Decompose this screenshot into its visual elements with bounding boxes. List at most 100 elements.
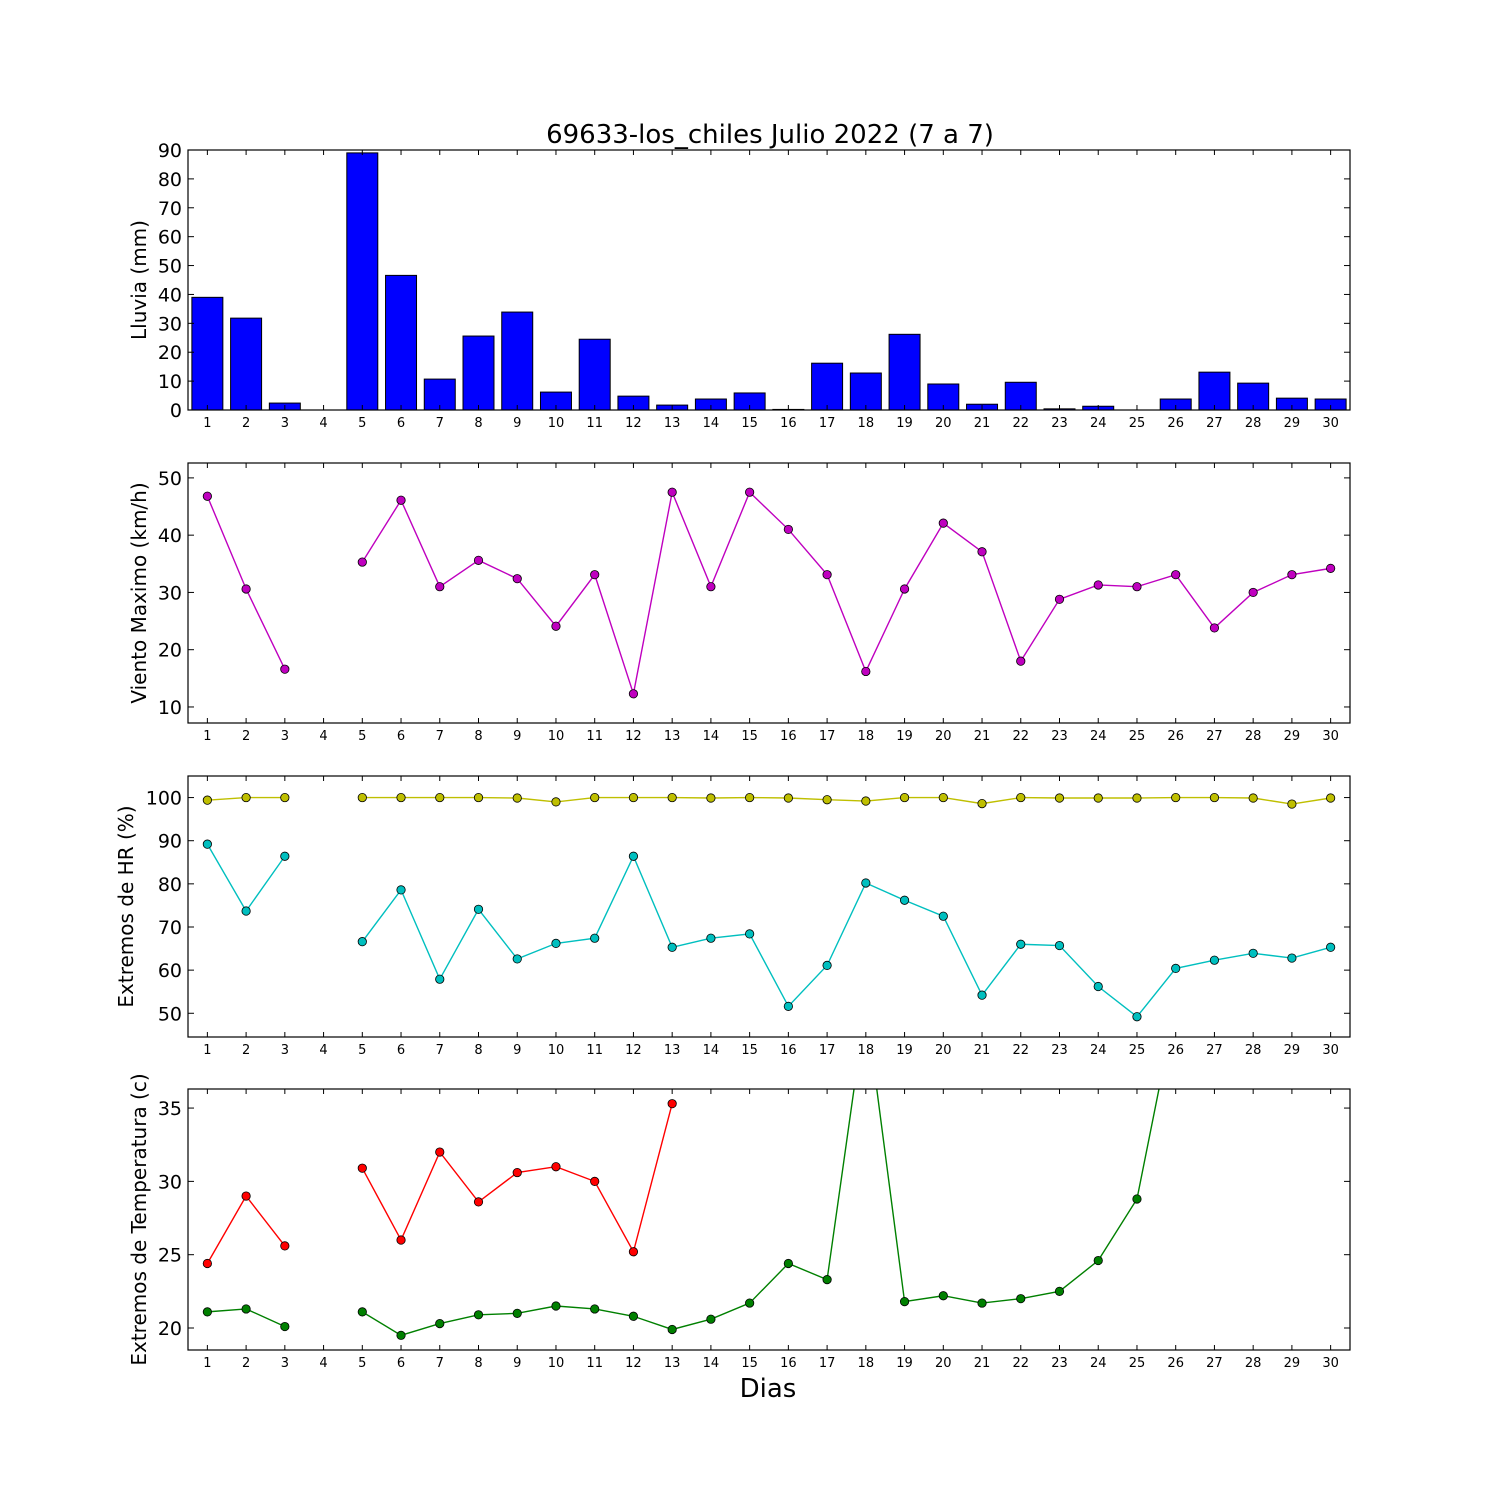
point-humedad-1-day-19	[899, 895, 910, 905]
x-tick-label-lluvia-13: 13	[664, 416, 681, 431]
x-tick-label-lluvia-4: 4	[319, 416, 327, 431]
point-viento-0-day-12	[628, 689, 639, 699]
x-tick-label-lluvia-2: 2	[242, 416, 250, 431]
x-tick-label-viento-4: 4	[319, 729, 327, 744]
x-tick-label-lluvia-3: 3	[281, 416, 289, 431]
x-tick-label-humedad-10: 10	[548, 1043, 565, 1058]
y-tick-label-lluvia-60: 60	[158, 227, 182, 249]
point-humedad-1-day-25	[1132, 1012, 1142, 1022]
point-humedad-0-day-19	[899, 792, 910, 803]
bar-day-9	[501, 311, 534, 410]
x-tick-label-lluvia-1: 1	[203, 416, 211, 431]
point-temperatura-1-day-3	[280, 1321, 290, 1332]
x-tick-label-temperatura-19: 19	[896, 1356, 913, 1371]
x-tick-label-viento-17: 17	[819, 729, 836, 744]
y-tick-label-temperatura-25: 25	[158, 1245, 182, 1267]
bar-day-11	[578, 338, 611, 410]
point-temperatura-0-day-8	[473, 1197, 484, 1207]
x-tick-label-humedad-16: 16	[780, 1043, 797, 1058]
point-temperatura-1-day-11	[590, 1304, 600, 1314]
x-tick-label-humedad-27: 27	[1206, 1043, 1223, 1058]
point-humedad-0-day-17	[822, 795, 832, 805]
y-tick-label-viento-30: 30	[158, 582, 182, 604]
x-tick-label-lluvia-23: 23	[1051, 416, 1068, 431]
point-humedad-1-day-21	[977, 990, 987, 1000]
point-humedad-0-day-12	[628, 792, 639, 803]
panel-temperatura: 1 2 3 4 5 6 7 8 9 10 11 12 13 14 15 16 17 18 19 20 21 22 23 24 2…	[127, 1073, 1351, 1371]
x-tick-label-temperatura-24: 24	[1090, 1356, 1107, 1371]
x-tick-label-humedad-19: 19	[896, 1043, 913, 1058]
point-temperatura-1-day-21	[977, 1298, 987, 1308]
point-viento-0-day-16	[783, 524, 793, 535]
y-tick-label-viento-40: 40	[158, 525, 182, 547]
point-humedad-0-day-3	[280, 792, 290, 803]
x-tick-label-viento-15: 15	[741, 729, 758, 744]
point-viento-0-day-9	[512, 574, 522, 584]
point-humedad-1-day-3	[280, 851, 290, 861]
point-viento-0-day-27	[1209, 623, 1220, 633]
series-line-viento-0-1	[361, 489, 1331, 695]
x-tick-label-humedad-13: 13	[664, 1043, 681, 1058]
x-tick-label-temperatura-22: 22	[1012, 1356, 1029, 1371]
x-tick-label-humedad-1: 1	[203, 1043, 211, 1058]
series-line-temperatura-1-1	[361, 1089, 1160, 1337]
point-humedad-1-day-2	[241, 906, 251, 916]
y-tick-label-humedad-100: 100	[146, 788, 182, 810]
bar-day-10	[539, 391, 572, 410]
x-tick-label-humedad-8: 8	[474, 1043, 482, 1058]
point-temperatura-0-day-5	[357, 1163, 367, 1173]
x-tick-label-viento-21: 21	[974, 729, 991, 744]
x-tick-label-lluvia-16: 16	[780, 416, 797, 431]
point-temperatura-1-day-22	[1016, 1294, 1026, 1304]
x-tick-label-humedad-9: 9	[513, 1043, 521, 1058]
x-tick-label-temperatura-12: 12	[625, 1356, 642, 1371]
x-tick-label-viento-19: 19	[896, 729, 913, 744]
bar-day-1	[191, 296, 224, 410]
y-tick-label-viento-50: 50	[158, 468, 182, 490]
point-humedad-1-day-14	[706, 933, 716, 943]
x-tick-label-humedad-2: 2	[242, 1043, 250, 1058]
point-temperatura-0-day-13	[667, 1099, 677, 1109]
x-tick-label-lluvia-21: 21	[974, 416, 991, 431]
point-humedad-1-day-7	[435, 974, 445, 984]
point-temperatura-0-day-9	[512, 1167, 522, 1178]
point-viento-0-day-11	[590, 570, 600, 580]
plot-area-viento	[202, 487, 1336, 699]
x-tick-label-viento-22: 22	[1012, 729, 1029, 744]
x-tick-label-lluvia-15: 15	[741, 416, 758, 431]
point-humedad-1-day-15	[745, 929, 755, 939]
point-humedad-0-day-15	[745, 792, 755, 803]
plot-area-humedad	[202, 792, 1336, 1022]
x-tick-label-humedad-11: 11	[586, 1043, 603, 1058]
point-viento-0-day-6	[396, 495, 406, 505]
y-tick-label-viento-20: 20	[158, 640, 182, 662]
point-humedad-1-day-13	[667, 942, 677, 952]
x-tick-label-lluvia-5: 5	[358, 416, 366, 431]
point-humedad-0-day-26	[1171, 792, 1181, 803]
point-temperatura-0-day-10	[551, 1162, 561, 1172]
x-tick-label-humedad-15: 15	[741, 1043, 758, 1058]
bar-day-6	[385, 274, 418, 410]
point-humedad-1-day-22	[1016, 939, 1026, 949]
point-viento-0-day-10	[551, 621, 561, 631]
x-tick-label-lluvia-19: 19	[896, 416, 913, 431]
x-tick-label-viento-9: 9	[513, 729, 521, 744]
x-tick-label-humedad-5: 5	[358, 1043, 366, 1058]
x-tick-label-temperatura-15: 15	[741, 1356, 758, 1371]
x-tick-label-viento-23: 23	[1051, 729, 1068, 744]
point-temperatura-1-day-16	[783, 1258, 793, 1269]
point-viento-0-day-19	[899, 584, 910, 594]
point-temperatura-1-day-17	[822, 1275, 832, 1285]
point-humedad-1-day-18	[861, 878, 871, 888]
point-viento-0-day-5	[357, 557, 367, 567]
x-tick-label-viento-11: 11	[586, 729, 603, 744]
point-viento-0-day-24	[1093, 580, 1103, 590]
x-tick-label-lluvia-28: 28	[1245, 416, 1262, 431]
x-tick-label-temperatura-4: 4	[319, 1356, 327, 1371]
point-humedad-1-day-8	[473, 904, 484, 914]
point-humedad-1-day-29	[1287, 953, 1297, 963]
point-humedad-0-day-16	[783, 793, 793, 803]
point-temperatura-1-day-24	[1093, 1255, 1103, 1266]
